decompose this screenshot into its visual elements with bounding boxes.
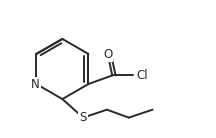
Text: O: O [103, 48, 112, 61]
Text: S: S [79, 111, 87, 124]
Text: Cl: Cl [136, 69, 148, 82]
Text: N: N [31, 78, 40, 91]
